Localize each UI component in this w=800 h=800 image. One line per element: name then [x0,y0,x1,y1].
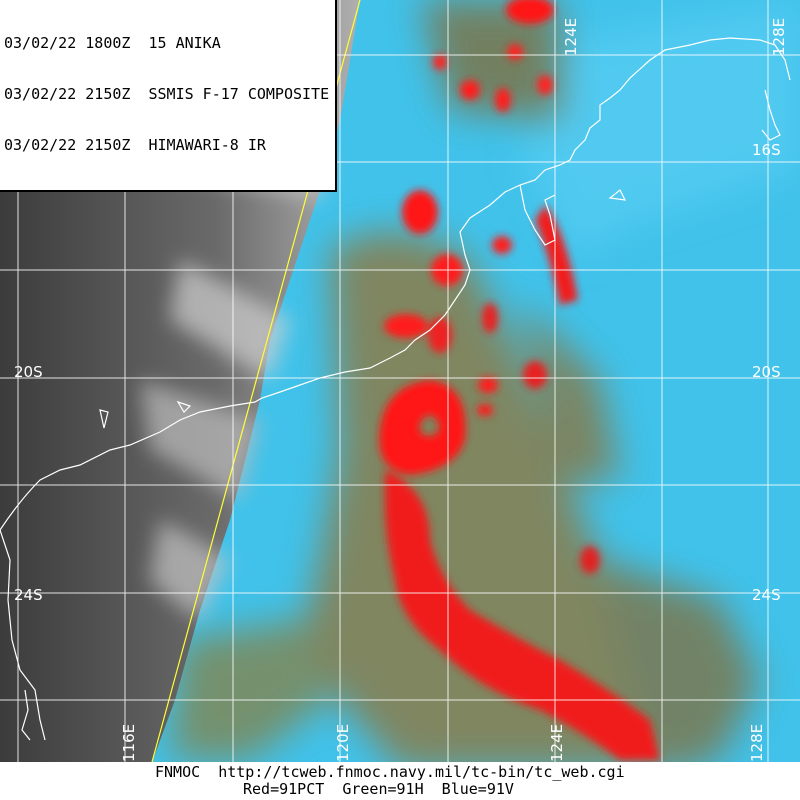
lat-label-20s-east: 20S [752,363,781,381]
lat-label-24s-west: 24S [14,586,43,604]
image-footer: FNMOC http://tcweb.fnmoc.navy.mil/tc-bin… [0,762,800,800]
footer-channel-legend: Red=91PCT Green=91H Blue=91V [243,780,514,798]
lon-label-124e-top: 124E [562,17,580,56]
land-tint [520,0,800,260]
lat-label-24s-east: 24S [752,586,781,604]
header-line-ir: 03/02/22 2150Z HIMAWARI-8 IR [4,136,266,154]
rainband-olive-areas [170,0,760,770]
lon-label-124e-bottom: 124E [548,723,566,762]
lon-label-116e-bottom: 116E [120,723,138,762]
lat-label-20s-west: 20S [14,363,43,381]
convection-red-cores [379,0,660,760]
lon-label-128e-top: 128E [770,17,788,56]
header-line-storm: 03/02/22 1800Z 15 ANIKA [4,34,221,52]
image-header: 03/02/22 1800Z 15 ANIKA 03/02/22 2150Z S… [0,0,338,192]
header-line-sensor: 03/02/22 2150Z SSMIS F-17 COMPOSITE [4,85,330,103]
footer-source-url: FNMOC http://tcweb.fnmoc.navy.mil/tc-bin… [155,763,625,781]
lon-label-128e-bottom: 128E [748,723,766,762]
lon-label-120e-bottom: 120E [334,723,352,762]
lat-label-16s-east: 16S [752,141,781,159]
